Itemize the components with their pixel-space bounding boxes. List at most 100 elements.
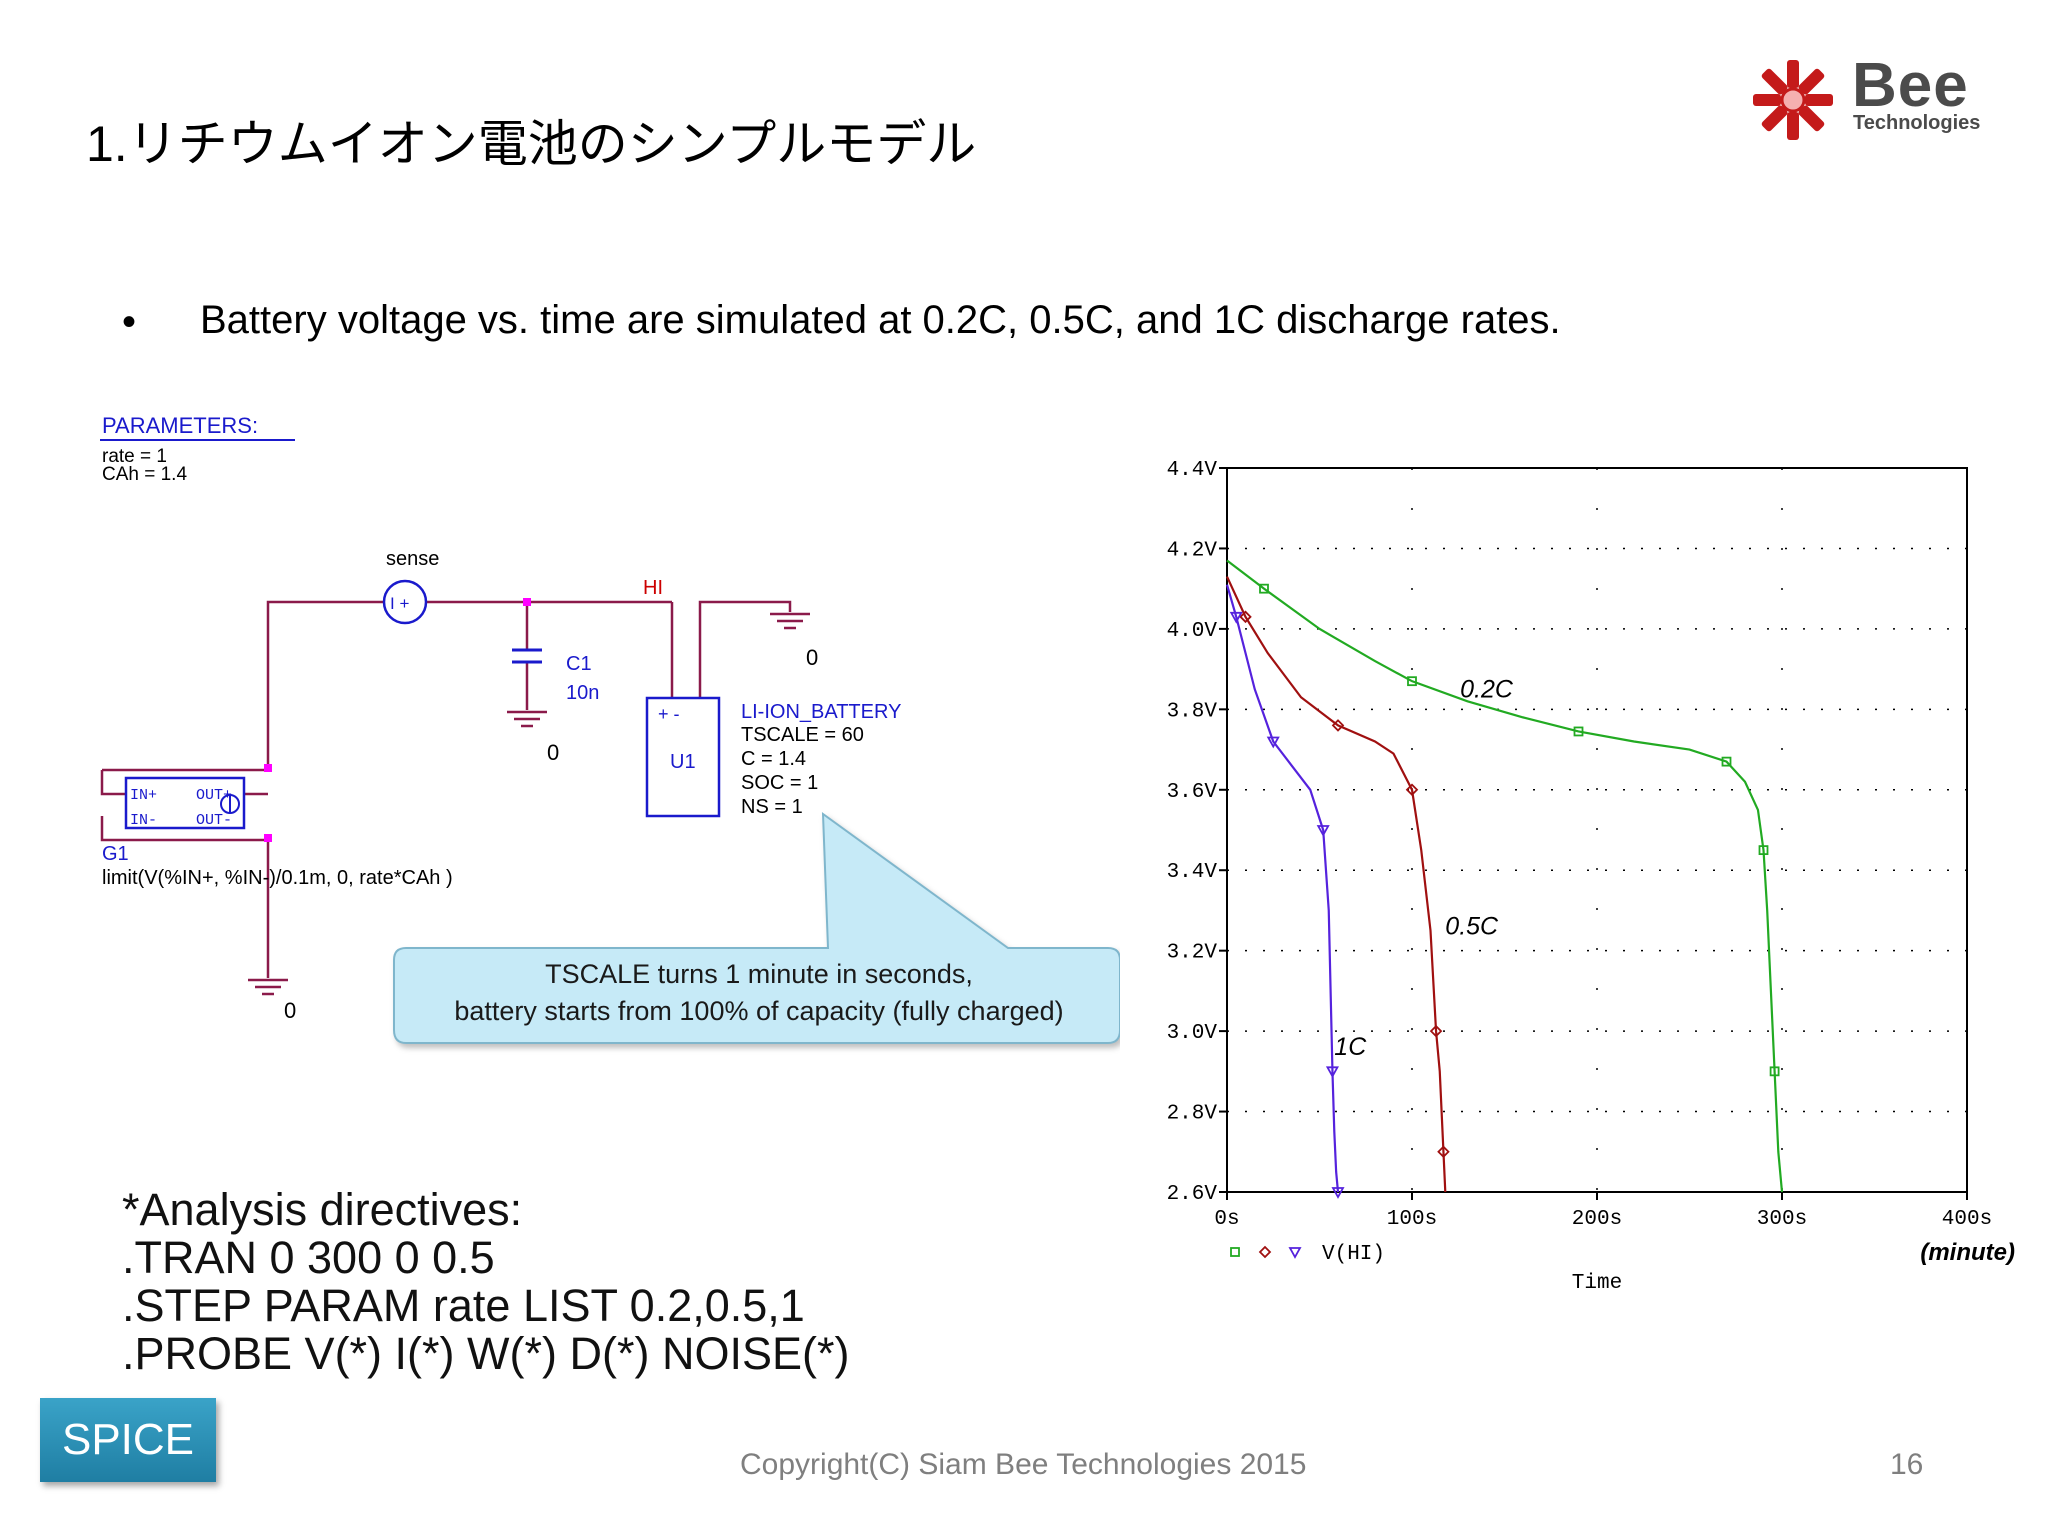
g1-in-plus: IN+ bbox=[130, 787, 157, 804]
logo-wordmark: Bee bbox=[1852, 51, 1969, 120]
data-point-0.5C bbox=[1429, 1024, 1443, 1038]
directive-line: .TRAN 0 300 0 0.5 bbox=[122, 1232, 495, 1283]
ground-icon bbox=[507, 710, 547, 728]
param-rate: rate = 1 bbox=[102, 446, 167, 467]
y-tick-label: 4.4V bbox=[1167, 459, 1218, 482]
spice-button[interactable]: SPICE bbox=[40, 1398, 216, 1482]
slide-title: 1.リチウムイオン電池のシンプルモデル bbox=[86, 116, 977, 172]
series-line-0.2C bbox=[1226, 559, 1784, 1193]
data-point-0.5C bbox=[1239, 610, 1252, 624]
bee-technologies-logo bbox=[1753, 60, 1833, 140]
data-point-0.5C bbox=[1331, 719, 1345, 732]
data-point-0.2C bbox=[1769, 1066, 1780, 1077]
circuit-schematic: PARAMETERS: rate = 1 CAh = 1.4 I + sense… bbox=[100, 413, 1120, 1044]
battery-u1 bbox=[645, 696, 721, 818]
bullet-text: Battery voltage vs. time are simulated a… bbox=[200, 298, 1561, 342]
legend-label: V(HI) bbox=[1322, 1243, 1385, 1266]
data-point-1C bbox=[1316, 825, 1330, 837]
y-tick-label: 4.0V bbox=[1167, 620, 1218, 643]
tscale-callout bbox=[393, 811, 1120, 1044]
g1-in-minus: IN- bbox=[130, 812, 157, 829]
sense-current-probe: I + sense bbox=[382, 548, 439, 625]
c1-value: 10n bbox=[566, 682, 599, 704]
u1-name: U1 bbox=[670, 751, 696, 773]
series-line-0.5C bbox=[1226, 576, 1447, 1193]
logo-subtitle: Technologies bbox=[1853, 112, 1981, 134]
discharge-chart: 2.6V 2.8V 3.0V 3.2V 3.4V 3.6V 3.8V 4.0V 4.2V 4.4V… bbox=[1167, 459, 2015, 1295]
node-dots bbox=[264, 598, 531, 842]
data-point-1C bbox=[1325, 1066, 1339, 1079]
x-unit-note: (minute) bbox=[1920, 1239, 2015, 1266]
series-annotation: 0.2C bbox=[1460, 675, 1514, 703]
data-point-0.2C bbox=[1758, 845, 1769, 856]
parameters-title: PARAMETERS: bbox=[102, 413, 258, 438]
callout-line1: TSCALE turns 1 minute in seconds, bbox=[545, 959, 973, 989]
series-annotation: 1C bbox=[1334, 1033, 1367, 1061]
y-tick-label: 3.4V bbox=[1167, 861, 1218, 884]
battery-soc: SOC = 1 bbox=[741, 772, 818, 794]
hi-label: HI bbox=[643, 577, 663, 599]
x-tick-label: 200s bbox=[1572, 1208, 1622, 1231]
chart-series bbox=[1225, 559, 1784, 1199]
y-tick-label: 2.6V bbox=[1167, 1183, 1218, 1206]
sense-label: sense bbox=[386, 548, 439, 570]
g1-name: G1 bbox=[102, 843, 129, 865]
data-point-1C bbox=[1331, 1187, 1345, 1199]
y-tick-label: 2.8V bbox=[1167, 1103, 1218, 1126]
chart-annotations: 0.2C 0.5C 1C bbox=[1334, 675, 1514, 1061]
x-tick-label: 0s bbox=[1214, 1208, 1239, 1231]
page-number: 16 bbox=[1890, 1448, 1924, 1481]
directive-line: .STEP PARAM rate LIST 0.2,0.5,1 bbox=[122, 1280, 805, 1331]
data-point-0.2C bbox=[1573, 726, 1584, 737]
legend-marker-1C bbox=[1288, 1247, 1302, 1259]
analysis-directives: *Analysis directives: .TRAN 0 300 0 0.5 … bbox=[122, 1186, 850, 1378]
footer-copyright: Copyright(C) Siam Bee Technologies 2015 bbox=[740, 1448, 1307, 1481]
callout-line2: battery starts from 100% of capacity (fu… bbox=[454, 996, 1064, 1026]
ground-battery-label: 0 bbox=[806, 645, 818, 670]
data-point-0.2C bbox=[1407, 676, 1417, 687]
g1-out-minus: OUT- bbox=[196, 812, 232, 829]
ground-c1-label: 0 bbox=[547, 740, 559, 765]
directive-line: *Analysis directives: bbox=[122, 1184, 523, 1235]
chart-grid bbox=[1227, 468, 1967, 1192]
data-point-0.2C bbox=[1721, 756, 1732, 767]
current-source-icon bbox=[220, 794, 240, 814]
y-tick-label: 4.2V bbox=[1167, 539, 1218, 562]
data-point-0.5C bbox=[1405, 783, 1419, 797]
y-tick-label: 3.2V bbox=[1167, 942, 1218, 965]
battery-name: LI-ION_BATTERY bbox=[741, 701, 901, 723]
capacitor-c1 bbox=[512, 648, 542, 664]
chart-legend: V(HI) bbox=[1230, 1243, 1385, 1266]
g1-expression: limit(V(%IN+, %IN-)/0.1m, 0, rate*CAh ) bbox=[102, 867, 453, 889]
data-point-0.5C bbox=[1437, 1145, 1450, 1159]
x-tick-label: 400s bbox=[1942, 1208, 1992, 1231]
series-line-1C bbox=[1225, 584, 1340, 1193]
data-point-0.2C bbox=[1259, 583, 1269, 594]
bullet-marker: • bbox=[122, 300, 137, 344]
series-annotation: 0.5C bbox=[1445, 913, 1499, 941]
sense-symbol: I + bbox=[390, 594, 409, 613]
ground-icon bbox=[770, 612, 810, 630]
battery-c: C = 1.4 bbox=[741, 748, 806, 770]
g1-block bbox=[124, 776, 246, 830]
battery-tscale: TSCALE = 60 bbox=[741, 724, 864, 746]
ground-g1-label: 0 bbox=[284, 998, 296, 1023]
u1-pins: + - bbox=[658, 704, 680, 724]
data-point-1C bbox=[1266, 736, 1280, 749]
x-tick-label: 100s bbox=[1387, 1208, 1437, 1231]
data-point-1C bbox=[1229, 611, 1243, 624]
legend-marker-0.2C bbox=[1230, 1247, 1240, 1257]
c1-name: C1 bbox=[566, 653, 592, 675]
y-tick-label: 3.6V bbox=[1167, 781, 1218, 804]
x-tick-label: 300s bbox=[1757, 1208, 1807, 1231]
y-tick-label: 3.0V bbox=[1167, 1022, 1218, 1045]
legend-marker-0.5C bbox=[1258, 1245, 1272, 1259]
wires bbox=[100, 600, 792, 978]
callout-text: TSCALE turns 1 minute in seconds, batter… bbox=[396, 956, 1122, 1030]
battery-ns: NS = 1 bbox=[741, 796, 803, 818]
logo-star-icon bbox=[1753, 60, 1833, 140]
param-cah: CAh = 1.4 bbox=[102, 464, 187, 485]
directive-line: .PROBE V(*) I(*) W(*) D(*) NOISE(*) bbox=[122, 1328, 850, 1379]
chart-ticks: 2.6V 2.8V 3.0V 3.2V 3.4V 3.6V 3.8V 4.0V 4.2V 4.4V… bbox=[1167, 459, 1993, 1231]
y-tick-label: 3.8V bbox=[1167, 700, 1218, 723]
